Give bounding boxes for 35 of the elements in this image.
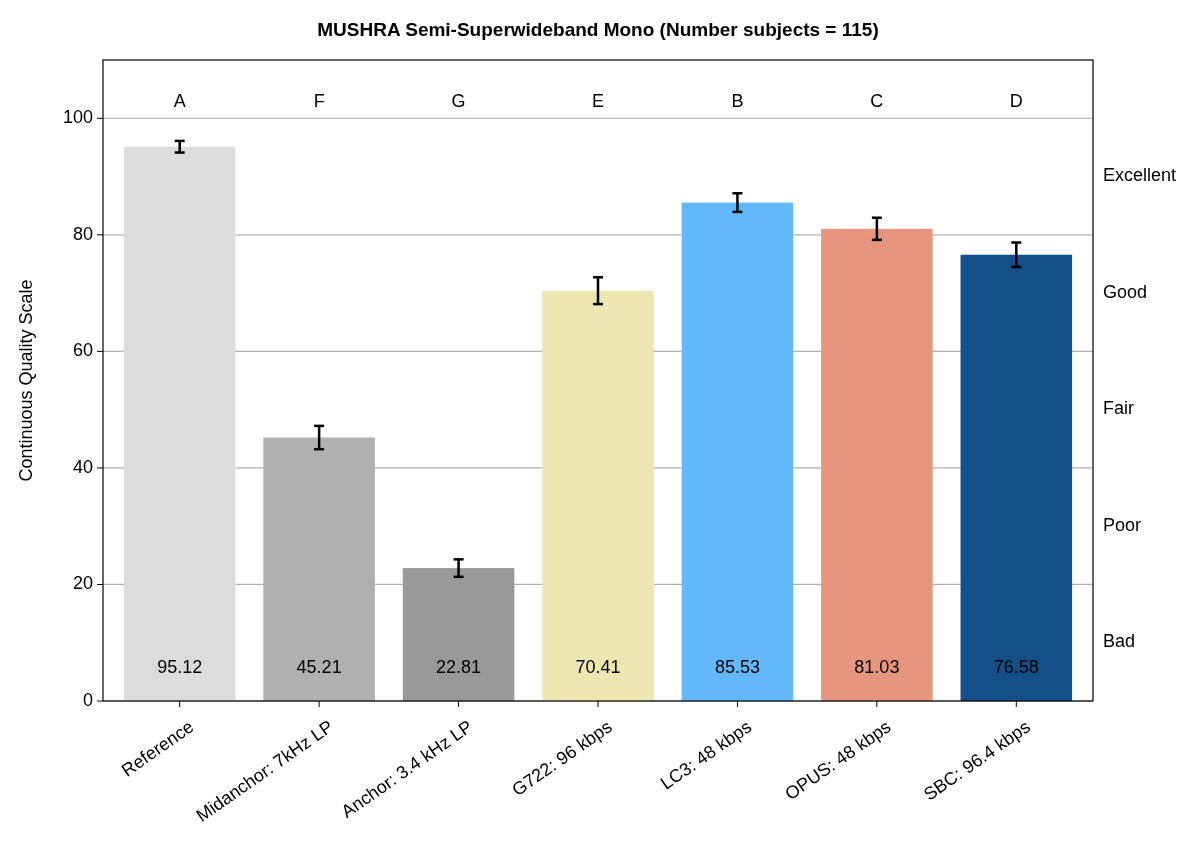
data-label: 45.21 bbox=[296, 657, 342, 677]
y-tick-label: 80 bbox=[72, 223, 93, 244]
y-tick-label: 40 bbox=[72, 456, 93, 477]
data-label: 22.81 bbox=[436, 657, 482, 677]
text: Good bbox=[1103, 281, 1148, 302]
annotation: A bbox=[173, 90, 186, 111]
annotation: B bbox=[731, 90, 744, 111]
x-tick-label: SBC: 96.4 kbps bbox=[920, 716, 1034, 805]
data-label: 70.41 bbox=[575, 657, 621, 677]
x-tick-label: LC3: 48 kbps bbox=[656, 716, 756, 794]
data-label: 76.58 bbox=[993, 657, 1039, 677]
annotation: F bbox=[313, 90, 325, 111]
text: Bad bbox=[1103, 631, 1136, 652]
bar bbox=[402, 568, 515, 701]
text: Poor bbox=[1103, 514, 1142, 535]
chart-title: MUSHRA Semi-Superwideband Mono (Number subjects = 115) bbox=[317, 19, 879, 40]
y-tick-label: 0 bbox=[82, 689, 93, 710]
annotation: D bbox=[1009, 90, 1023, 111]
data-label: 81.03 bbox=[854, 657, 900, 677]
data-label: 95.12 bbox=[157, 657, 203, 677]
y-tick-label: 100 bbox=[62, 107, 93, 128]
annotation: G bbox=[451, 90, 466, 111]
bar bbox=[960, 254, 1073, 701]
y-axis-title: Continuous Quality Scale bbox=[16, 279, 36, 482]
annotation: C bbox=[870, 90, 884, 111]
bar bbox=[542, 290, 654, 701]
bar bbox=[821, 228, 933, 701]
y-tick-label: 60 bbox=[72, 340, 93, 361]
y-tick-label: 20 bbox=[72, 573, 93, 594]
annotation: E bbox=[591, 90, 605, 111]
bar bbox=[123, 146, 236, 701]
text: Excellent bbox=[1103, 165, 1177, 186]
bar bbox=[681, 202, 794, 701]
data-label: 85.53 bbox=[714, 657, 760, 677]
text: Fair bbox=[1103, 398, 1134, 419]
